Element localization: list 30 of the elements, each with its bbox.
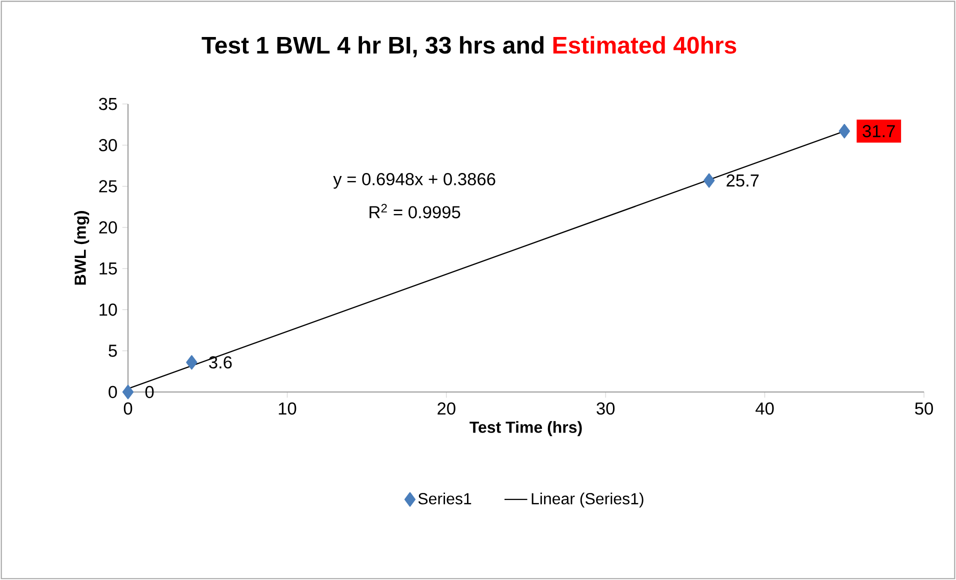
legend-label: Series1 bbox=[418, 492, 472, 504]
annotation: y = 0.6948x + 0.3866 bbox=[333, 173, 496, 189]
x-tick-label: 50 bbox=[915, 402, 933, 415]
data-label: 25.7 bbox=[726, 174, 759, 187]
point bbox=[703, 173, 715, 188]
y-axis-title: BWL (mg) bbox=[74, 211, 90, 285]
chart-title: Test 1 BWL 4 hr BI, 33 hrs and bbox=[202, 36, 544, 58]
data-label: 3.6 bbox=[209, 356, 232, 368]
x-tick-label: 10 bbox=[278, 402, 296, 415]
y-tick-label: 30 bbox=[98, 138, 117, 152]
legend-label: Linear (Series1) bbox=[532, 492, 644, 508]
x-tick-label: 20 bbox=[438, 402, 456, 415]
y-tick-label: 0 bbox=[108, 386, 117, 398]
chart-subtitle: Estimated 40hrs bbox=[553, 36, 736, 54]
y-tick-label: 15 bbox=[100, 262, 117, 275]
x-axis-title: Test Time (hrs) bbox=[470, 421, 582, 436]
annotation: R$^{2}$ = 0.9995 bbox=[370, 204, 460, 218]
y-tick-label: 20 bbox=[99, 221, 117, 234]
x-tick-label: 40 bbox=[756, 402, 774, 415]
point bbox=[838, 124, 850, 138]
y-tick-label: 25 bbox=[99, 180, 117, 192]
data-label: 0 bbox=[145, 386, 154, 398]
y-tick-label: 10 bbox=[100, 304, 117, 316]
data-label: 31.7 bbox=[862, 125, 895, 138]
x-tick-label: 30 bbox=[596, 402, 615, 415]
y-tick-label: 35 bbox=[98, 98, 117, 110]
point bbox=[122, 384, 134, 400]
x-tick-label: 0 bbox=[124, 402, 132, 415]
point bbox=[186, 355, 198, 370]
y-tick-label: 5 bbox=[108, 344, 117, 357]
